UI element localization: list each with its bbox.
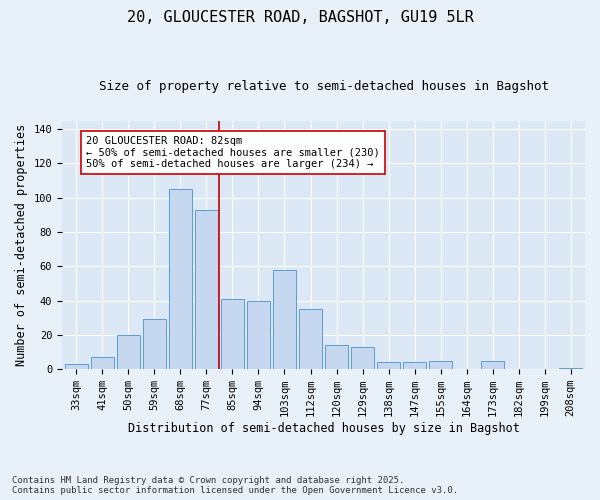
Bar: [377, 362, 400, 369]
Bar: [299, 309, 322, 369]
Bar: [273, 270, 296, 369]
Y-axis label: Number of semi-detached properties: Number of semi-detached properties: [15, 124, 28, 366]
Bar: [116, 335, 140, 369]
Bar: [429, 360, 452, 369]
Bar: [91, 357, 114, 369]
Bar: [559, 368, 583, 369]
Bar: [143, 320, 166, 369]
Bar: [325, 345, 348, 369]
Bar: [247, 300, 270, 369]
Bar: [169, 189, 192, 369]
Bar: [195, 210, 218, 369]
Bar: [221, 299, 244, 369]
Text: Contains HM Land Registry data © Crown copyright and database right 2025.
Contai: Contains HM Land Registry data © Crown c…: [12, 476, 458, 495]
Bar: [65, 364, 88, 369]
Bar: [403, 362, 426, 369]
Bar: [481, 360, 505, 369]
Text: 20 GLOUCESTER ROAD: 82sqm
← 50% of semi-detached houses are smaller (230)
50% of: 20 GLOUCESTER ROAD: 82sqm ← 50% of semi-…: [86, 136, 380, 169]
Bar: [351, 347, 374, 369]
Text: 20, GLOUCESTER ROAD, BAGSHOT, GU19 5LR: 20, GLOUCESTER ROAD, BAGSHOT, GU19 5LR: [127, 10, 473, 25]
Title: Size of property relative to semi-detached houses in Bagshot: Size of property relative to semi-detach…: [98, 80, 548, 93]
X-axis label: Distribution of semi-detached houses by size in Bagshot: Distribution of semi-detached houses by …: [128, 422, 520, 435]
